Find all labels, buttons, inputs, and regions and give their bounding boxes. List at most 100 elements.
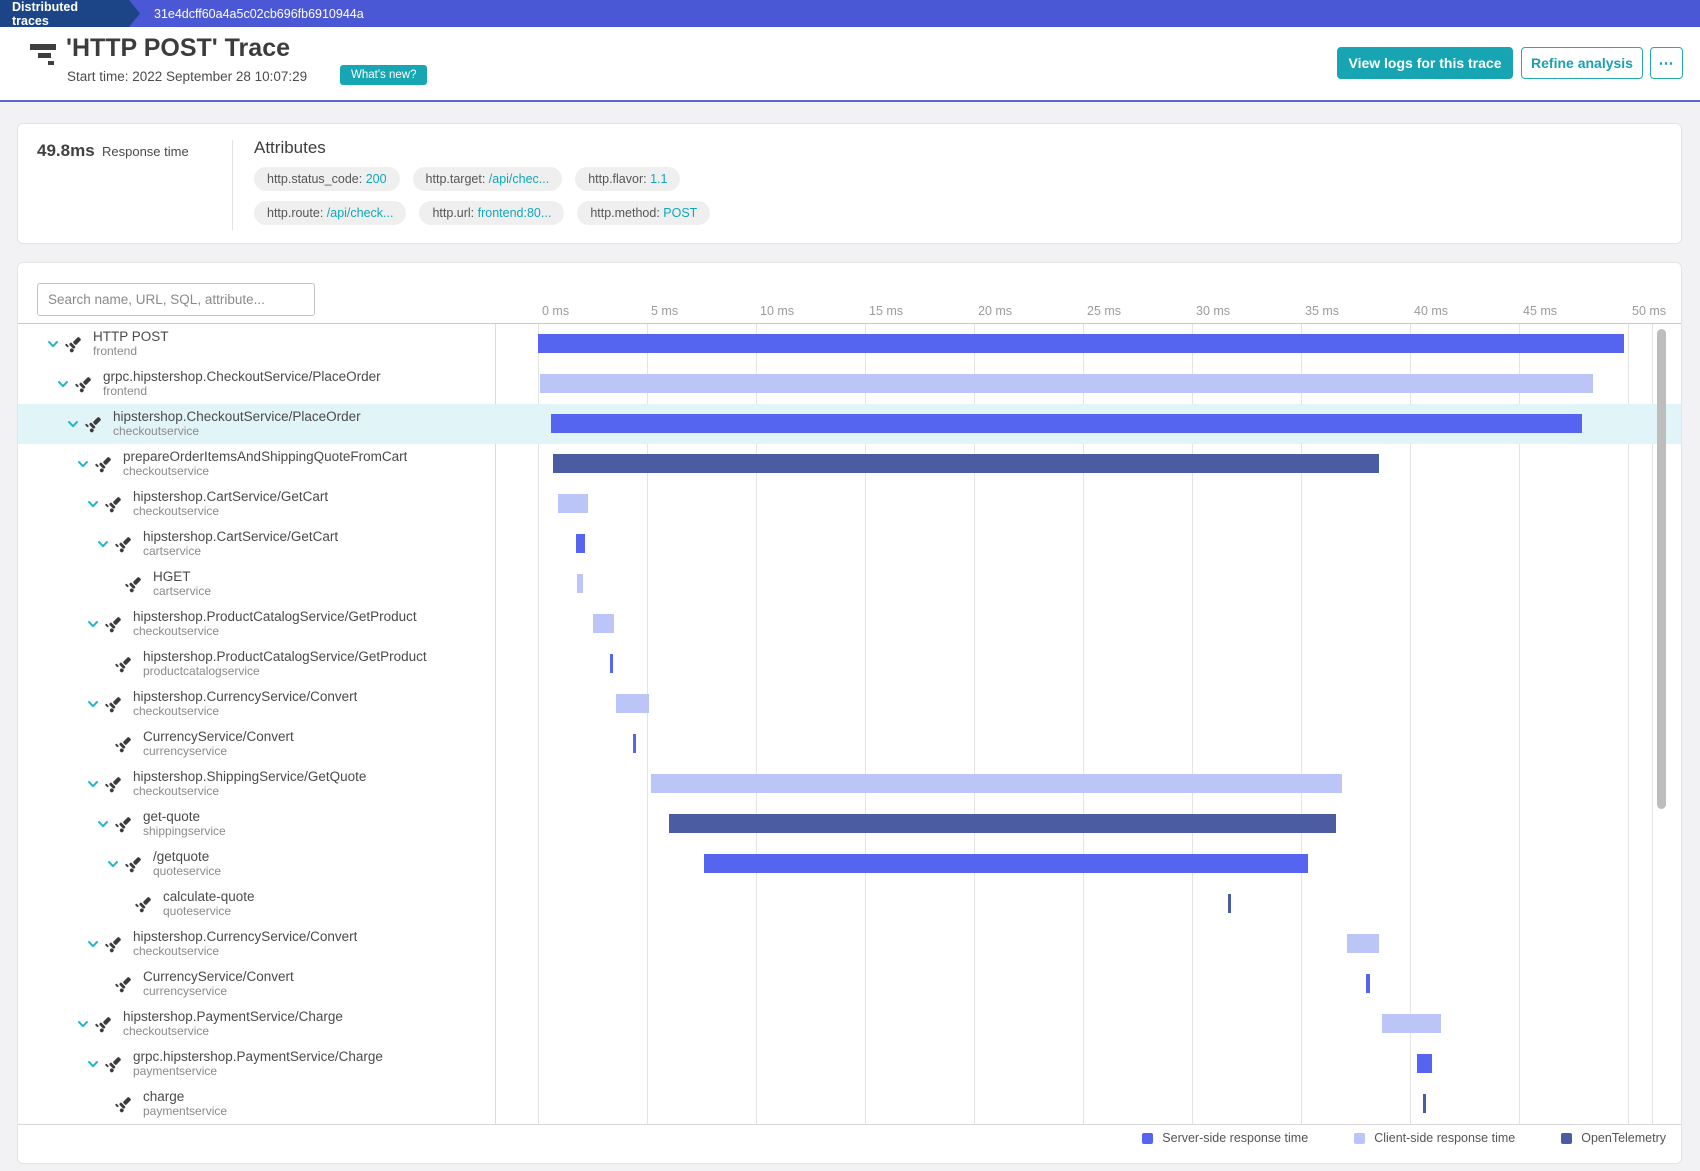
chevron-down-icon[interactable] xyxy=(77,458,91,470)
chevron-down-icon[interactable] xyxy=(87,938,101,950)
chevron-down-icon[interactable] xyxy=(47,338,61,350)
span-tree-cell[interactable]: hipstershop.CartService/GetCart checkouts… xyxy=(18,484,495,524)
span-tree-cell[interactable]: HGET cartservice xyxy=(18,564,495,604)
span-row[interactable]: grpc.hipstershop.CheckoutService/PlaceOr… xyxy=(18,364,1681,404)
chevron-down-icon[interactable] xyxy=(57,378,71,390)
chevron-down-icon[interactable] xyxy=(87,1058,101,1070)
span-row[interactable]: hipstershop.CheckoutService/PlaceOrder ch… xyxy=(18,404,1681,444)
span-row[interactable]: hipstershop.CartService/GetCart cartservi… xyxy=(18,524,1681,564)
vertical-scrollbar[interactable] xyxy=(1657,329,1666,809)
span-tree-cell[interactable]: get-quote shippingservice xyxy=(18,804,495,844)
span-tree-cell[interactable]: /getquote quoteservice xyxy=(18,844,495,884)
span-row[interactable]: HGET cartservice xyxy=(18,564,1681,604)
page-header: 'HTTP POST' Trace Start time: 2022 Septe… xyxy=(0,27,1700,102)
chevron-down-icon[interactable] xyxy=(87,618,101,630)
span-bar-server[interactable] xyxy=(576,534,585,553)
span-bar-client[interactable] xyxy=(592,614,615,633)
span-bar-server[interactable] xyxy=(551,414,1583,433)
span-bar-client[interactable] xyxy=(1346,934,1380,953)
span-row[interactable]: charge paymentservice xyxy=(18,1084,1681,1124)
span-tree-cell[interactable]: hipstershop.ShippingService/GetQuote chec… xyxy=(18,764,495,804)
span-tree-cell[interactable]: hipstershop.CartService/GetCart cartservi… xyxy=(18,524,495,564)
span-row[interactable]: hipstershop.CurrencyService/Convert check… xyxy=(18,924,1681,964)
span-bar-client[interactable] xyxy=(540,374,1594,393)
span-bar-client[interactable] xyxy=(1381,1014,1441,1033)
span-bar-server[interactable] xyxy=(609,654,613,673)
span-row[interactable]: CurrencyService/Convert currencyservice xyxy=(18,964,1681,1004)
span-bar-otel[interactable] xyxy=(1423,1094,1427,1113)
span-tree-cell[interactable]: prepareOrderItemsAndShippingQuoteFromCar… xyxy=(18,444,495,484)
span-bar-server[interactable] xyxy=(632,734,637,753)
span-service: shippingservice xyxy=(143,823,226,838)
waterfall-card: 0 ms 5 ms 10 ms 15 ms 20 ms 25 ms 30 ms 35 ms 40… xyxy=(17,262,1682,1164)
span-labels: hipstershop.ProductCatalogService/GetPro… xyxy=(133,609,417,638)
span-bar-client[interactable] xyxy=(557,494,589,513)
span-tree-cell[interactable]: hipstershop.ProductCatalogService/GetPro… xyxy=(18,604,495,644)
span-row[interactable]: grpc.hipstershop.PaymentService/Charge pa… xyxy=(18,1044,1681,1084)
span-tree-cell[interactable]: hipstershop.CheckoutService/PlaceOrder ch… xyxy=(18,404,495,444)
span-chart-cell xyxy=(495,804,1681,844)
span-tree-cell[interactable]: charge paymentservice xyxy=(18,1084,495,1124)
span-row[interactable]: /getquote quoteservice xyxy=(18,844,1681,884)
span-bar-server[interactable] xyxy=(538,334,1624,353)
span-bar-otel[interactable] xyxy=(553,454,1380,473)
span-service-icon xyxy=(115,655,135,673)
span-row[interactable]: hipstershop.ShippingService/GetQuote chec… xyxy=(18,764,1681,804)
span-tree-cell[interactable]: HTTP POST frontend xyxy=(18,324,495,364)
chevron-down-icon[interactable] xyxy=(107,858,121,870)
span-tree-cell[interactable]: grpc.hipstershop.CheckoutService/PlaceOr… xyxy=(18,364,495,404)
refine-analysis-button[interactable]: Refine analysis xyxy=(1521,47,1643,79)
span-tree-cell[interactable]: hipstershop.ProductCatalogService/GetPro… xyxy=(18,644,495,684)
span-row[interactable]: hipstershop.PaymentService/Charge checkou… xyxy=(18,1004,1681,1044)
breadcrumb-distributed-traces[interactable]: Distributed traces xyxy=(0,0,140,27)
span-row[interactable]: calculate-quote quoteservice xyxy=(18,884,1681,924)
span-tree-cell[interactable]: hipstershop.CurrencyService/Convert check… xyxy=(18,684,495,724)
span-chart-cell xyxy=(495,364,1681,404)
span-row[interactable]: hipstershop.ProductCatalogService/GetPro… xyxy=(18,644,1681,684)
span-tree-cell[interactable]: hipstershop.CurrencyService/Convert check… xyxy=(18,924,495,964)
more-actions-button[interactable]: ⋯ xyxy=(1650,47,1683,79)
chevron-down-icon[interactable] xyxy=(97,818,111,830)
search-input[interactable] xyxy=(37,283,315,316)
chevron-down-icon[interactable] xyxy=(87,698,101,710)
chevron-down-icon[interactable] xyxy=(97,538,111,550)
span-tree-cell[interactable]: grpc.hipstershop.PaymentService/Charge pa… xyxy=(18,1044,495,1084)
span-bar-server[interactable] xyxy=(1366,974,1370,993)
span-row[interactable]: prepareOrderItemsAndShippingQuoteFromCar… xyxy=(18,444,1681,484)
span-row[interactable]: HTTP POST frontend xyxy=(18,324,1681,364)
whats-new-badge[interactable]: What's new? xyxy=(340,65,428,85)
attribute-pill-http.flavor[interactable]: http.flavor: 1.1 xyxy=(575,167,681,191)
span-bar-client[interactable] xyxy=(577,574,583,593)
span-chart-cell xyxy=(495,404,1681,444)
chevron-down-icon[interactable] xyxy=(67,418,81,430)
span-row[interactable]: get-quote shippingservice xyxy=(18,804,1681,844)
span-bar-otel[interactable] xyxy=(668,814,1336,833)
span-row[interactable]: hipstershop.ProductCatalogService/GetPro… xyxy=(18,604,1681,644)
span-bar-server[interactable] xyxy=(703,854,1308,873)
attribute-pill-http.route[interactable]: http.route: /api/check... xyxy=(254,201,407,225)
span-bar-otel[interactable] xyxy=(1227,894,1232,913)
span-row[interactable]: hipstershop.CartService/GetCart checkouts… xyxy=(18,484,1681,524)
span-tree-cell[interactable]: CurrencyService/Convert currencyservice xyxy=(18,724,495,764)
span-row[interactable]: hipstershop.CurrencyService/Convert check… xyxy=(18,684,1681,724)
chevron-down-icon[interactable] xyxy=(77,1018,91,1030)
span-tree-cell[interactable]: CurrencyService/Convert currencyservice xyxy=(18,964,495,1004)
attribute-pill-http.target[interactable]: http.target: /api/chec... xyxy=(412,167,563,191)
span-bar-client[interactable] xyxy=(651,774,1343,793)
attribute-pill-http.method[interactable]: http.method: POST xyxy=(577,201,711,225)
span-service-icon xyxy=(105,1055,125,1073)
view-logs-button[interactable]: View logs for this trace xyxy=(1337,47,1513,79)
chevron-down-icon[interactable] xyxy=(87,498,101,510)
span-bar-client[interactable] xyxy=(616,694,650,713)
span-row[interactable]: CurrencyService/Convert currencyservice xyxy=(18,724,1681,764)
attribute-pill-http.status_code[interactable]: http.status_code: 200 xyxy=(254,167,400,191)
chevron-down-icon[interactable] xyxy=(87,778,101,790)
span-service-icon xyxy=(115,815,135,833)
span-name: hipstershop.CurrencyService/Convert xyxy=(133,689,358,705)
span-tree-cell[interactable]: hipstershop.PaymentService/Charge checkou… xyxy=(18,1004,495,1044)
attribute-pill-http.url[interactable]: http.url: frontend:80... xyxy=(419,201,565,225)
span-tree-cell[interactable]: calculate-quote quoteservice xyxy=(18,884,495,924)
chevron-spacer xyxy=(117,898,131,910)
span-bar-server[interactable] xyxy=(1416,1054,1432,1073)
legend-swatch-otel xyxy=(1561,1132,1573,1144)
